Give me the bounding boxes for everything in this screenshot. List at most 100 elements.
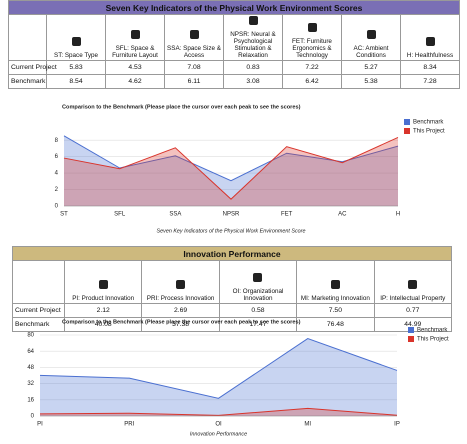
y-tick-label: 16 — [27, 397, 34, 403]
cell: 8.34 — [400, 60, 460, 75]
x-tick-label: H — [396, 212, 400, 218]
area-fill — [40, 338, 397, 416]
cell: 7.22 — [282, 60, 342, 75]
cell: 7.28 — [400, 74, 460, 89]
area-fill — [64, 137, 398, 206]
icon — [366, 30, 376, 39]
table-title: Seven Key Indicators of the Physical Wor… — [8, 0, 460, 15]
title-row: Innovation Performance — [12, 246, 452, 261]
legend-swatch — [404, 128, 410, 134]
column-header: ST: Space Type — [46, 14, 106, 61]
chart-title: Comparison to the Benchmark (Please plac… — [62, 319, 301, 325]
x-tick-label: ST — [60, 212, 68, 218]
icon — [71, 37, 81, 46]
column-label: ST: Space Type — [54, 52, 98, 59]
cell: 6.42 — [282, 74, 342, 89]
legend-swatch — [404, 119, 410, 125]
column-label: IP: Intellectual Property — [380, 295, 446, 302]
header-row: PI: Product Innovation PRI: Process Innov… — [12, 260, 453, 304]
icon — [189, 30, 199, 39]
cell: 3.08 — [223, 74, 283, 89]
x-tick-label: IP — [394, 422, 400, 428]
score-table: Innovation Performance PI: Product Innova… — [12, 246, 453, 332]
area-fill — [64, 135, 398, 206]
legend-label: Benchmark — [417, 328, 448, 334]
icon — [408, 280, 418, 289]
x-tick-label: NPSR — [223, 212, 240, 218]
column-label: PI: Product Innovation — [72, 295, 135, 302]
data-row: Benchmark 8.54 4.62 6.11 3.08 6.42 5.38 7.28 — [8, 74, 460, 89]
area-fill — [40, 408, 397, 416]
cell: 8.54 — [46, 74, 106, 89]
icon — [425, 37, 435, 46]
x-tick-label: MI — [304, 422, 311, 428]
cell: 4.62 — [105, 74, 165, 89]
x-tick-label: OI — [215, 422, 222, 428]
column-header: AC: Ambient Conditions — [341, 14, 401, 61]
data-row: Benchmark 40.08 37.38 17.47 76.48 44.99 — [12, 317, 453, 332]
column-label: SSA: Space Size & Access — [167, 45, 221, 59]
legend-label: This Project — [417, 337, 449, 343]
row-label: Benchmark — [8, 74, 47, 89]
title-row: Seven Key Indicators of the Physical Wor… — [8, 0, 460, 15]
column-label: PRI: Process Innovation — [146, 295, 215, 302]
y-tick-label: 6 — [55, 154, 59, 160]
y-tick-label: 48 — [27, 365, 34, 371]
x-tick-label: PI — [37, 422, 43, 428]
area-line — [63, 135, 399, 182]
column-label: AC: Ambient Conditions — [353, 45, 389, 59]
column-header: H: Healthfulness — [400, 14, 460, 61]
corner — [8, 14, 47, 61]
y-tick-label: 64 — [27, 349, 34, 355]
column-header: SSA: Space Size & Access — [164, 14, 224, 61]
corner — [12, 260, 65, 304]
cell: 0.83 — [223, 60, 283, 75]
icon — [176, 280, 186, 289]
column-header: MI: Marketing Innovation — [296, 260, 375, 304]
chart: Comparison to the Benchmark (Please plac… — [55, 104, 445, 234]
area-line — [39, 407, 398, 416]
table-title: Innovation Performance — [12, 246, 452, 261]
area-line — [39, 338, 398, 399]
x-tick-label: SFL — [114, 212, 126, 218]
cell: 6.11 — [164, 74, 224, 89]
column-header: IP: Intellectual Property — [373, 260, 453, 304]
y-tick-label: 0 — [55, 204, 59, 210]
icon — [330, 280, 340, 289]
legend-label: This Project — [413, 129, 445, 135]
x-tick-label: SSA — [169, 212, 181, 218]
header-row: ST: Space Type SFL: Space & Furniture Lay… — [8, 14, 460, 61]
y-tick-label: 32 — [27, 381, 34, 387]
cell: 4.53 — [105, 60, 165, 75]
legend-label: Benchmark — [413, 120, 444, 126]
cell: 5.27 — [341, 60, 401, 75]
y-tick-label: 80 — [27, 333, 34, 339]
column-label: H: Healthfulness — [406, 52, 454, 59]
x-tick-label: AC — [338, 212, 347, 218]
column-header: SFL: Space & Furniture Layout — [105, 14, 165, 61]
cell: 5.38 — [341, 74, 401, 89]
column-label: FET: Furniture Ergonomics & Technology — [292, 38, 332, 59]
column-label: NPSR: Neural & Psychological Stimulation… — [230, 31, 276, 59]
column-header: NPSR: Neural & Psychological Stimulation… — [223, 14, 283, 61]
icon — [253, 273, 263, 282]
x-axis-label: Innovation Performance — [190, 431, 247, 437]
y-tick-label: 0 — [31, 414, 35, 420]
score-table: Seven Key Indicators of the Physical Wor… — [8, 0, 460, 89]
row-label: Current Project — [8, 60, 57, 75]
icon — [98, 280, 108, 289]
column-header: PI: Product Innovation — [63, 260, 143, 304]
column-header: FET: Furniture Ergonomics & Technology — [282, 14, 342, 61]
column-label: OI: Organizational Innovation — [232, 288, 284, 302]
column-header: OI: Organizational Innovation — [218, 260, 298, 304]
column-label: MI: Marketing Innovation — [300, 295, 370, 302]
icon — [130, 30, 140, 39]
icon — [307, 23, 317, 32]
y-tick-label: 4 — [55, 171, 59, 177]
area-line — [63, 136, 399, 200]
cell: 7.08 — [164, 60, 224, 75]
x-tick-label: PRI — [124, 422, 134, 428]
x-tick-label: FET — [281, 212, 293, 218]
y-tick-label: 8 — [55, 138, 59, 144]
